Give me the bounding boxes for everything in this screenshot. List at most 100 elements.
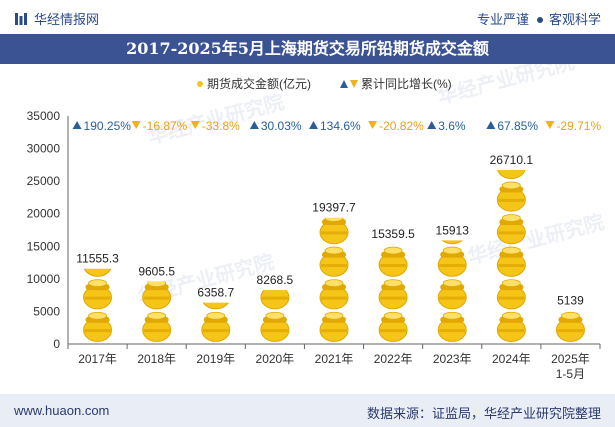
triangle-down-icon: [545, 121, 555, 129]
labels-layer: 11555.3 9605.5 6358.7 8268.5 19397.7 15359.5 1…: [72, 119, 601, 308]
gold-pot-icon: [202, 302, 229, 310]
x-tick-sublabel: 1-5月: [556, 367, 585, 381]
growth-label: 3.6%: [427, 119, 466, 133]
growth-value: 190.25%: [84, 119, 132, 133]
growth-label: 134.6%: [309, 119, 361, 133]
gold-pot-icon: [378, 246, 408, 277]
bar: [142, 281, 172, 342]
pot-coins: [501, 246, 521, 255]
bar-icons: [555, 311, 585, 342]
growth-value: 134.6%: [320, 119, 361, 133]
pot-coins: [384, 215, 402, 222]
footer-url: www.huaon.com: [14, 403, 110, 418]
pot-band: [380, 264, 407, 267]
bar-icons: [201, 302, 231, 342]
pot-band: [143, 329, 170, 333]
bar-icons: [260, 290, 290, 342]
y-tick-label: 30000: [27, 142, 61, 156]
triangle-up-icon: [72, 121, 82, 129]
gold-pot-icon: [496, 181, 526, 212]
y-tick-label: 10000: [27, 272, 61, 286]
pot-coins: [443, 215, 461, 222]
x-tick-label: 2022年: [374, 352, 413, 366]
pot-band: [261, 296, 288, 300]
gold-pot-icon: [83, 279, 113, 310]
growth-value: 30.03%: [261, 119, 302, 133]
pot-coins: [442, 279, 462, 288]
growth-value: -20.82%: [379, 119, 424, 133]
x-tick-label: 2025年: [551, 352, 590, 366]
x-tick-label: 2019年: [196, 352, 235, 366]
gold-pot-icon: [83, 311, 113, 342]
triangle-up-icon: [309, 121, 318, 129]
x-tick-label: 2024年: [492, 352, 531, 366]
pot-coins: [324, 246, 344, 255]
gold-pot-icon: [496, 279, 526, 310]
legend-triangle-down-icon: [350, 80, 358, 88]
growth-value: 3.6%: [438, 119, 466, 133]
growth-label: -33.8%: [190, 119, 240, 133]
pot-body: [497, 170, 526, 180]
bars-layer: [83, 170, 585, 342]
gold-pot-icon: [437, 246, 467, 277]
pot-body: [202, 302, 229, 310]
brand-logo-icon: [15, 12, 27, 25]
gold-pot-icon: [441, 215, 463, 245]
legend-item-amount: 期货成交金额(亿元): [197, 76, 311, 91]
gold-pot-icon: [260, 311, 290, 342]
pot-body: [83, 268, 112, 277]
growth-label: 67.85%: [486, 119, 538, 133]
pot-band: [84, 296, 111, 300]
triangle-down-icon: [131, 121, 141, 129]
watermark-text: 华经产业研究院: [435, 64, 576, 109]
y-tick-label: 0: [53, 337, 60, 351]
brand-name: 华经情报网: [34, 12, 100, 27]
slogan: 专业严谨 客观科学: [477, 9, 601, 28]
gold-pot-icon: [496, 246, 526, 277]
gold-pot-icon: [555, 311, 585, 342]
gold-pot-icon: [201, 311, 231, 342]
triangle-down-icon: [190, 121, 200, 129]
x-tick-label: 2020年: [256, 352, 295, 366]
legend-label: 期货成交金额(亿元): [207, 76, 311, 91]
pot-rim: [381, 219, 405, 225]
growth-label: -20.82%: [368, 119, 424, 133]
bar: [555, 311, 585, 342]
growth-value: -33.8%: [202, 119, 240, 133]
bar: [319, 217, 349, 342]
pot-coins: [324, 217, 344, 222]
gold-pot-icon: [319, 246, 349, 277]
axis-layer: 0 5000 10000 15000 20000 25000 30000 35000 2017年…: [27, 109, 601, 381]
growth-label: -29.71%: [545, 119, 601, 133]
gold-pot-icon: [378, 311, 408, 342]
growth-label: 190.25%: [72, 119, 132, 133]
bar-icons: [378, 215, 408, 342]
pot-band: [439, 296, 466, 300]
brand: 华经情报网: [14, 9, 99, 28]
pot-coins: [324, 311, 344, 320]
data-label: 11555.3: [76, 252, 119, 266]
pot-coins: [501, 279, 521, 288]
pot-band: [498, 198, 525, 202]
growth-label: -16.87%: [131, 119, 188, 133]
legend-triangle-up-icon: [340, 80, 348, 88]
bar: [437, 215, 467, 342]
pot-band: [498, 264, 525, 267]
gold-pot-icon: [142, 311, 172, 342]
pot-coins: [383, 279, 403, 288]
gold-pot-icon: [378, 279, 408, 310]
bar: [201, 302, 231, 342]
pot-band: [380, 296, 407, 300]
pot-band: [321, 264, 347, 267]
pot-coins: [442, 246, 462, 255]
x-tick-label: 2017年: [78, 352, 117, 366]
pot-coins: [88, 311, 107, 320]
bar-icons: [83, 268, 113, 342]
bar: [378, 215, 408, 342]
pot-band: [439, 329, 466, 333]
gold-pot-icon: [142, 281, 172, 310]
y-tick-label: 5000: [33, 304, 60, 318]
pot-coins: [442, 311, 462, 320]
data-label: 15359.5: [371, 227, 415, 241]
